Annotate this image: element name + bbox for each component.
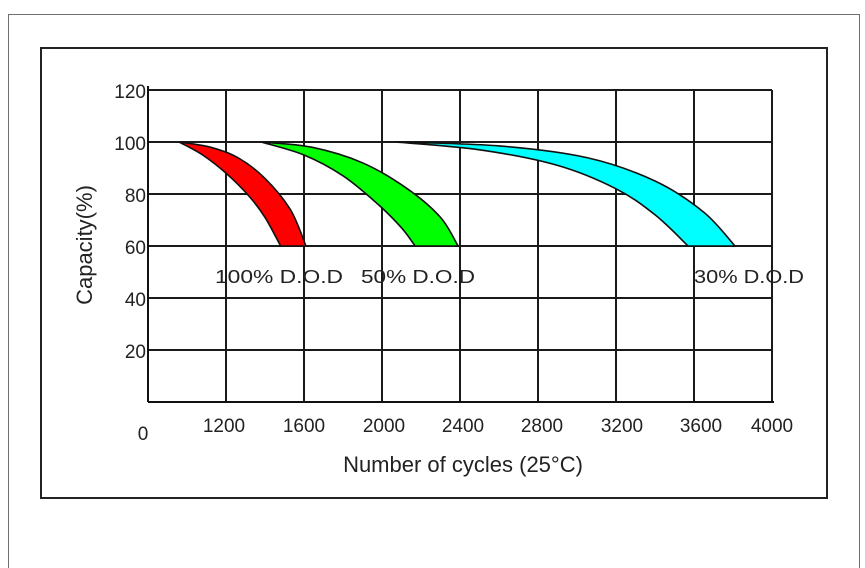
x-tick-label: 2400 — [442, 416, 484, 437]
x-origin-label: 0 — [138, 424, 149, 445]
x-tick-label: 2000 — [363, 416, 405, 437]
series-label-50-dod: 50% D.O.D — [361, 267, 475, 287]
outer-frame — [8, 14, 860, 568]
series-band-1 — [260, 141, 459, 247]
y-tick-label: 80 — [125, 186, 146, 207]
band-layer — [178, 141, 736, 247]
series-band-0 — [178, 141, 307, 247]
series-label-100-dod: 100% D.O.D — [215, 267, 343, 287]
x-tick-label: 3200 — [601, 416, 643, 437]
grid-layer — [148, 89, 773, 402]
series-label-30-dod: 30% D.O.D — [694, 267, 804, 287]
y-axis-title: Capacity(%) — [72, 185, 97, 305]
y-tick-label: 40 — [125, 290, 146, 311]
y-tick-label: 60 — [125, 238, 146, 259]
chart-frame — [40, 47, 828, 499]
x-tick-label: 1600 — [283, 416, 325, 437]
y-tick-label: 100 — [114, 134, 146, 155]
axis-layer — [147, 86, 774, 403]
x-axis-title: Number of cycles (25°C) — [343, 452, 583, 477]
series-band-2 — [394, 141, 736, 247]
x-tick-label: 3600 — [680, 416, 722, 437]
x-tick-label: 4000 — [751, 416, 793, 437]
y-tick-label: 120 — [114, 82, 146, 103]
x-tick-label: 1200 — [203, 416, 245, 437]
y-tick-label: 20 — [125, 342, 146, 363]
x-tick-label: 2800 — [521, 416, 563, 437]
